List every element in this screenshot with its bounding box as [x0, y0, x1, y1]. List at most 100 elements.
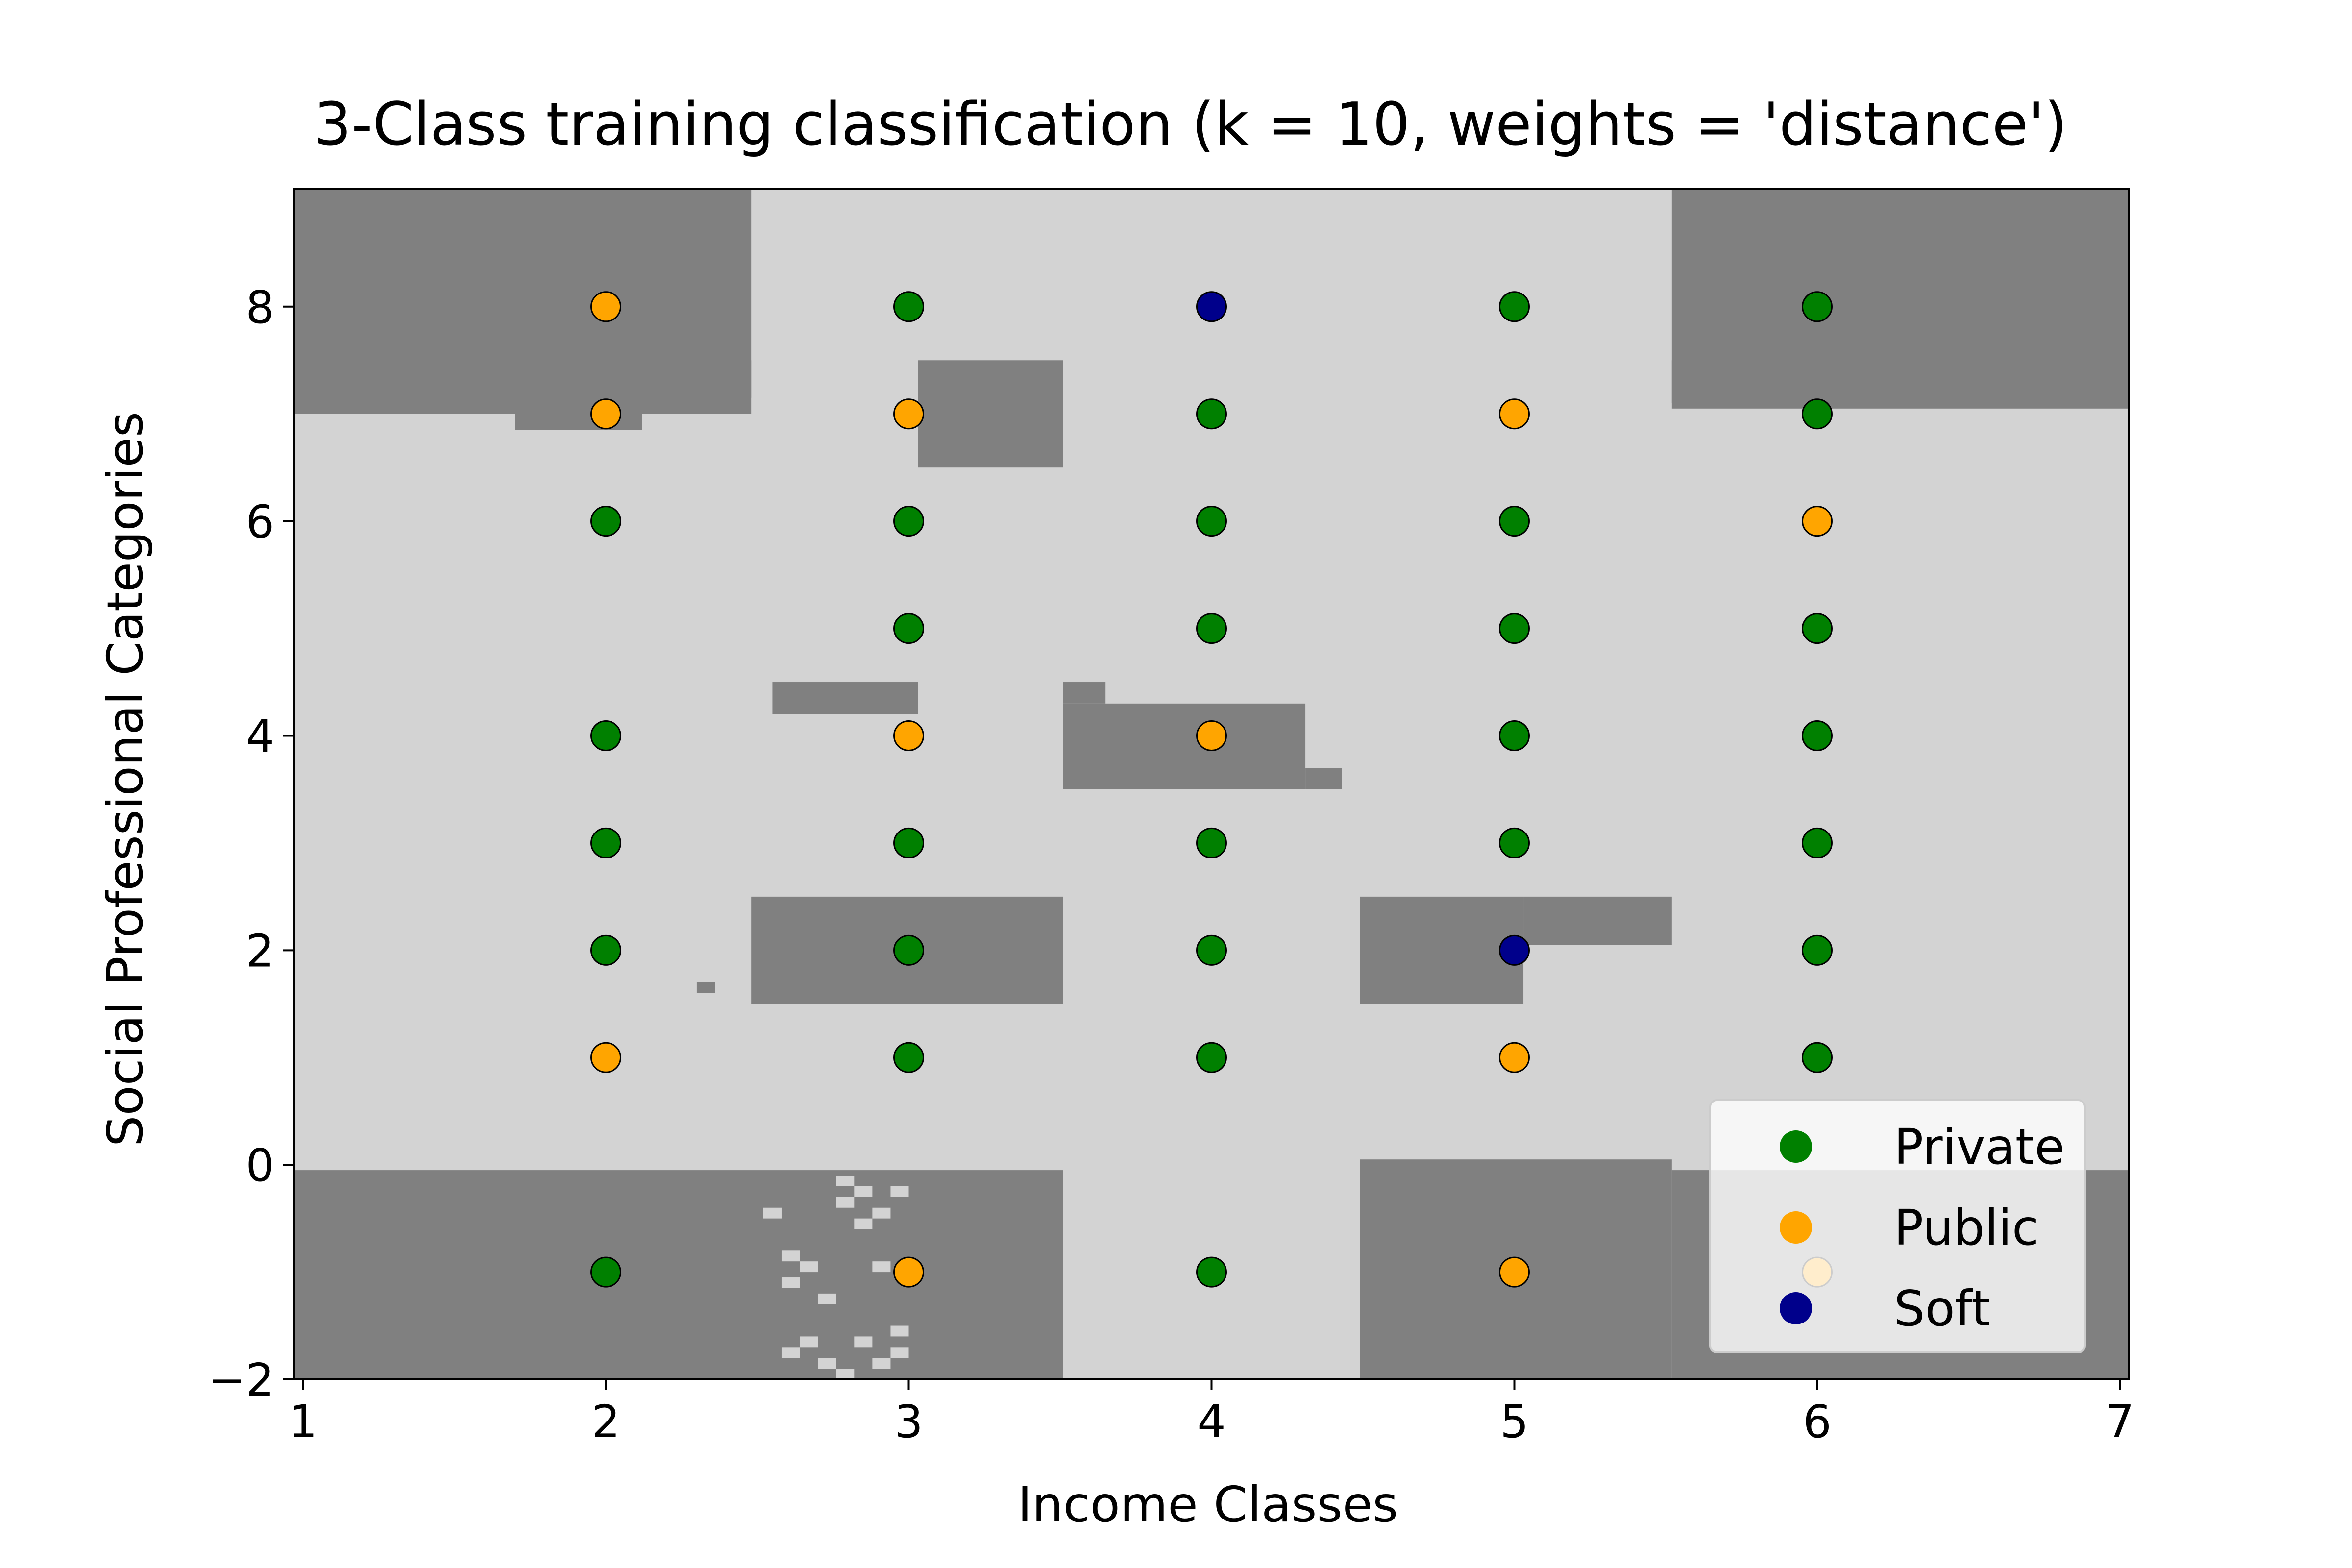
point-private-2 — [590, 827, 622, 858]
legend-marker-public — [1780, 1211, 1812, 1244]
region-light-cell-2 — [781, 1277, 800, 1288]
point-private-1 — [590, 720, 622, 751]
plot-area — [293, 188, 2130, 1380]
point-public-5 — [893, 1256, 925, 1288]
legend-marker-private — [1780, 1130, 1812, 1163]
point-public-7 — [1498, 398, 1530, 430]
point-private-0 — [590, 506, 622, 537]
point-private-5 — [893, 291, 925, 322]
region-light-cell-3 — [800, 1261, 818, 1273]
point-public-6 — [1196, 720, 1227, 751]
point-private-8 — [893, 827, 925, 858]
region-dark-7 — [1063, 703, 1306, 789]
y-axis-label: Social Professional Categories — [97, 412, 154, 1147]
region-dark-8 — [1063, 682, 1106, 704]
y-axis: −2 0 2 4 6 8 — [208, 281, 294, 1406]
point-private-27 — [1801, 827, 1833, 858]
y-tick-label-2: 2 — [245, 925, 274, 977]
point-private-11 — [1196, 398, 1227, 430]
point-private-22 — [1498, 827, 1530, 858]
point-private-3 — [590, 934, 622, 966]
legend-label-public: Public — [1894, 1199, 2039, 1256]
point-private-4 — [590, 1256, 622, 1288]
point-soft-1 — [1498, 934, 1530, 966]
chart-title: 3-Class training classification (k = 10,… — [314, 91, 2067, 159]
region-dark-13 — [1523, 896, 1672, 945]
point-private-23 — [1801, 291, 1833, 322]
point-private-16 — [1196, 1042, 1227, 1073]
region-light-cell-12 — [800, 1336, 818, 1348]
point-public-1 — [590, 398, 622, 430]
x-tick-label-6: 7 — [2106, 1396, 2134, 1448]
legend: Private Public Soft — [1709, 1099, 2086, 1353]
region-light-cell-4 — [818, 1293, 836, 1304]
data-points — [590, 291, 1833, 1288]
point-private-20 — [1498, 613, 1530, 644]
point-public-10 — [1801, 506, 1833, 537]
legend-marker-soft — [1780, 1292, 1812, 1324]
region-light-cell-15 — [854, 1336, 873, 1348]
region-dark-5 — [918, 360, 1063, 468]
y-tick-label-3: 4 — [245, 710, 274, 762]
point-private-24 — [1801, 398, 1833, 430]
region-dark-1 — [515, 408, 642, 430]
x-tick-label-3: 4 — [1197, 1396, 1226, 1448]
region-light-cell-5 — [836, 1176, 855, 1186]
y-tick-label-0: −2 — [208, 1354, 274, 1406]
y-tick-label-5: 8 — [245, 281, 274, 334]
x-tick-label-2: 3 — [894, 1396, 923, 1448]
legend-label-private: Private — [1894, 1118, 2065, 1176]
region-dark-2 — [642, 360, 752, 398]
region-light-cell-14 — [818, 1358, 836, 1369]
x-axis-label: Income Classes — [1018, 1476, 1398, 1533]
point-private-9 — [893, 934, 925, 966]
point-private-14 — [1196, 827, 1227, 858]
point-private-25 — [1801, 613, 1833, 644]
point-soft-0 — [1196, 291, 1227, 322]
point-private-28 — [1801, 934, 1833, 966]
point-private-19 — [1498, 506, 1530, 537]
region-light-cell-16 — [890, 1325, 909, 1337]
region-light-cell-7 — [854, 1186, 873, 1197]
y-tick-label-1: 0 — [245, 1139, 274, 1192]
region-dark-9 — [1305, 768, 1342, 789]
point-public-4 — [893, 720, 925, 751]
region-dark-11 — [696, 982, 715, 993]
region-light-cell-0 — [763, 1207, 782, 1219]
x-axis: 1 2 3 4 5 6 7 — [289, 1379, 2134, 1448]
point-public-0 — [590, 291, 622, 322]
point-public-8 — [1498, 1042, 1530, 1073]
point-private-26 — [1801, 720, 1833, 751]
region-dark-12 — [1360, 896, 1524, 1004]
region-dark-14 — [294, 1170, 1063, 1379]
point-private-7 — [893, 613, 925, 644]
region-light-cell-19 — [872, 1358, 891, 1369]
x-tick-label-1: 2 — [591, 1396, 620, 1448]
point-public-3 — [893, 398, 925, 430]
x-tick-label-0: 1 — [289, 1396, 318, 1448]
point-private-21 — [1498, 720, 1530, 751]
point-public-9 — [1498, 1256, 1530, 1288]
point-private-18 — [1498, 291, 1530, 322]
decision-regions — [294, 189, 2129, 1379]
region-light-cell-13 — [781, 1347, 800, 1358]
region-light-cell-10 — [890, 1186, 909, 1197]
point-private-17 — [1196, 1256, 1227, 1288]
region-light-cell-8 — [854, 1218, 873, 1229]
legend-box — [1709, 1099, 2086, 1353]
point-private-29 — [1801, 1042, 1833, 1073]
y-tick-label-4: 6 — [245, 496, 274, 548]
region-light-cell-9 — [872, 1207, 891, 1219]
region-light-cell-18 — [836, 1369, 855, 1379]
region-light-cell-6 — [836, 1197, 855, 1208]
point-private-6 — [893, 506, 925, 537]
legend-label-soft: Soft — [1894, 1280, 1990, 1337]
point-private-13 — [1196, 613, 1227, 644]
point-private-10 — [893, 1042, 925, 1073]
point-private-12 — [1196, 506, 1227, 537]
point-public-2 — [590, 1042, 622, 1073]
region-light-cell-11 — [872, 1261, 891, 1273]
region-light-cell-1 — [781, 1250, 800, 1262]
point-private-15 — [1196, 934, 1227, 966]
